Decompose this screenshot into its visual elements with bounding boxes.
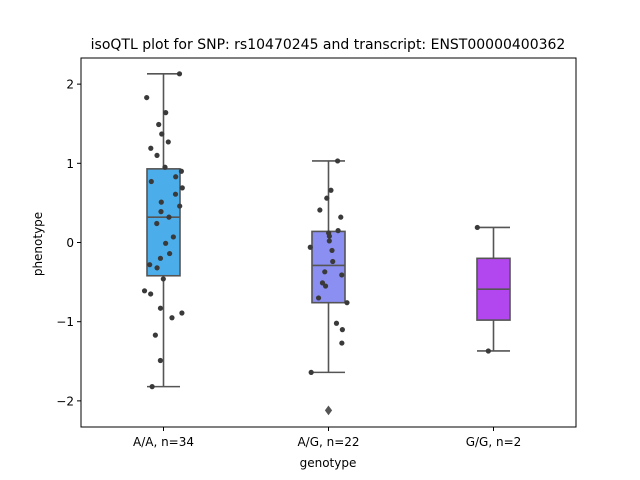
data-point: [147, 262, 153, 268]
data-point: [149, 384, 155, 390]
data-point: [178, 168, 184, 174]
data-point: [160, 276, 166, 282]
box-group: [476, 226, 511, 352]
outlier-marker: [324, 405, 333, 416]
data-point: [335, 158, 341, 164]
data-point: [158, 199, 164, 205]
data-point: [148, 178, 154, 185]
data-point: [163, 110, 169, 116]
data-point: [322, 283, 329, 289]
data-point: [335, 228, 341, 234]
data-point: [148, 145, 154, 151]
data-point: [326, 238, 332, 244]
x-tick-label: A/A, n=34: [133, 435, 194, 449]
data-point: [156, 121, 162, 128]
x-axis-label: genotype: [300, 456, 357, 470]
box-group: [146, 73, 181, 388]
data-point: [172, 191, 179, 197]
data-point: [163, 240, 169, 246]
x-tick-label: G/G, n=2: [466, 435, 522, 449]
y-axis-label: phenotype: [31, 212, 45, 276]
y-tick-label: −2: [56, 394, 74, 408]
data-point: [154, 152, 160, 158]
data-point: [308, 369, 314, 375]
data-point: [177, 203, 183, 209]
data-point: [165, 139, 171, 145]
data-point: [339, 340, 345, 346]
y-tick-label: −1: [56, 315, 74, 329]
data-point: [152, 332, 158, 338]
data-point: [339, 272, 345, 278]
y-tick-label: 0: [66, 236, 74, 250]
data-point: [330, 258, 336, 265]
data-point: [158, 209, 164, 215]
data-point: [157, 255, 164, 261]
data-point: [307, 244, 313, 250]
data-point: [338, 214, 344, 220]
data-point: [179, 185, 185, 191]
data-point: [339, 327, 345, 333]
data-point: [157, 357, 163, 364]
data-point: [159, 131, 165, 137]
data-point: [326, 233, 332, 239]
data-point: [173, 174, 179, 180]
data-point: [141, 288, 148, 294]
data-point: [322, 269, 328, 275]
data-point: [329, 247, 335, 254]
data-point: [324, 195, 330, 201]
data-point: [179, 310, 185, 316]
data-point: [317, 207, 323, 213]
y-tick-label: 1: [66, 157, 74, 171]
data-point: [176, 71, 183, 77]
data-point: [328, 187, 334, 193]
plot-area: 2 1 0 −1 −2 A/A, n=34 A/G, n=22 G/G, n=2: [56, 57, 577, 449]
data-point: [157, 305, 164, 311]
data-point: [169, 315, 175, 321]
x-tick-label: A/G, n=22: [297, 435, 359, 449]
data-point: [167, 250, 173, 257]
data-point: [148, 291, 154, 297]
data-point: [485, 348, 491, 354]
y-tick-label: 2: [66, 78, 74, 92]
data-point: [344, 300, 350, 306]
chart-title: isoQTL plot for SNP: rs10470245 and tran…: [91, 37, 566, 53]
data-point: [154, 265, 160, 271]
data-point: [315, 295, 322, 301]
data-point: [474, 224, 480, 231]
data-point: [162, 164, 168, 170]
data-point: [333, 320, 340, 326]
data-point: [144, 94, 150, 101]
data-point: [154, 220, 160, 227]
data-point: [170, 234, 176, 240]
data-point: [166, 214, 172, 220]
box-iqr: [146, 168, 181, 277]
